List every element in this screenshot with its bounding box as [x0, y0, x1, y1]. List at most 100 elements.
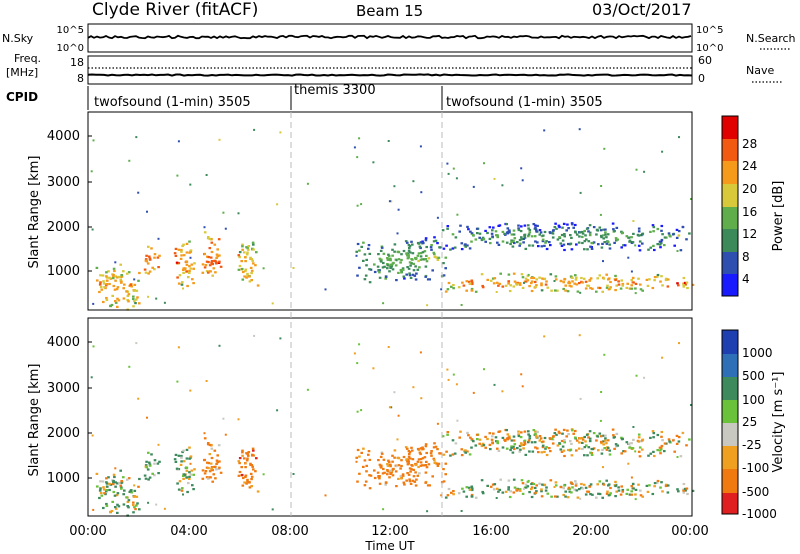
echo-cell	[384, 481, 388, 484]
echo-point	[182, 287, 184, 290]
echo-cell	[501, 230, 505, 233]
echo-cell	[505, 223, 508, 226]
echo-point	[632, 426, 635, 428]
echo-cell	[496, 236, 499, 239]
echo-cell	[623, 244, 627, 247]
echo-cell	[518, 283, 522, 286]
echo-point	[412, 386, 415, 389]
echo-cell	[584, 287, 588, 290]
vel-cbar-tick: 100	[742, 393, 765, 407]
echo-cell	[99, 487, 102, 490]
echo-cell	[584, 234, 587, 237]
echo-cell	[396, 456, 400, 459]
echo-cell	[138, 508, 141, 511]
echo-cell	[356, 480, 359, 483]
echo-cell	[476, 438, 479, 441]
echo-cell	[478, 232, 482, 235]
echo-cell	[416, 447, 420, 451]
echo-cell	[568, 490, 572, 493]
echo-cell	[148, 258, 152, 261]
echo-cell	[632, 232, 635, 235]
echo-cell	[403, 277, 406, 280]
cpid-strip: CPID twofsound (1-min) 3505 themis 3300 …	[6, 83, 603, 110]
echo-point	[501, 390, 504, 393]
echo-cell	[511, 245, 515, 248]
echo-cell	[553, 432, 557, 435]
echo-cell	[210, 456, 214, 460]
echo-point	[203, 226, 206, 229]
power-cbar-tick: 12	[742, 227, 757, 241]
echo-cell	[545, 486, 548, 489]
echo-cell	[355, 250, 358, 253]
echo-cell	[425, 245, 428, 249]
echo-cell	[649, 452, 653, 455]
echo-cell	[523, 235, 526, 238]
echo-point	[436, 216, 439, 219]
echo-cell	[641, 438, 645, 441]
echo-cell	[574, 278, 578, 281]
echo-point	[627, 462, 630, 465]
echo-cell	[203, 231, 207, 234]
echo-cell	[569, 481, 573, 484]
echo-cell	[132, 503, 135, 507]
echo-cell	[520, 444, 523, 447]
echo-cell	[118, 481, 121, 484]
echo-cell	[634, 282, 638, 285]
power-cbar-tick: 4	[742, 272, 750, 286]
echo-cell	[136, 502, 139, 505]
echo-cell	[685, 238, 688, 241]
x-tick: 04:00	[170, 524, 207, 539]
echo-cell	[400, 258, 403, 262]
echo-cell	[648, 278, 651, 281]
echo-cell	[445, 244, 448, 247]
echo-cell	[660, 444, 664, 448]
echo-cell	[614, 278, 617, 282]
echo-cell	[388, 476, 391, 479]
echo-cell	[206, 237, 210, 240]
freq-label: Freq.	[14, 52, 41, 65]
echo-cell	[620, 230, 623, 233]
echo-cell	[412, 468, 415, 471]
echo-cell	[102, 506, 105, 510]
echo-cell	[574, 274, 577, 277]
echo-cell	[183, 474, 187, 477]
echo-cell	[132, 305, 135, 308]
echo-cell	[417, 465, 420, 469]
echo-cell	[467, 280, 471, 283]
echo-cell	[661, 233, 664, 236]
echo-cell	[666, 278, 670, 281]
echo-cell	[436, 464, 440, 467]
echo-cell	[542, 234, 545, 237]
x-tick: 08:00	[271, 524, 308, 539]
echo-point	[578, 334, 581, 337]
echo-cell	[451, 247, 455, 250]
echo-cell	[238, 470, 242, 474]
echo-cell	[243, 275, 246, 278]
echo-cell	[188, 265, 191, 268]
cpid-mode-1: twofsound (1-min) 3505	[94, 95, 251, 110]
echo-cell	[98, 290, 101, 294]
echo-cell	[431, 269, 434, 272]
echo-cell	[413, 480, 417, 483]
echo-cell	[241, 454, 244, 457]
echo-cell	[452, 490, 455, 493]
echo-cell	[208, 247, 212, 250]
echo-cell	[545, 247, 549, 251]
echo-cell	[382, 252, 386, 255]
echo-cell	[528, 450, 531, 453]
echo-cell	[407, 460, 410, 463]
echo-cell	[606, 284, 609, 287]
echo-cell	[129, 283, 132, 286]
echo-cell	[432, 446, 436, 449]
echo-cell	[471, 487, 474, 490]
echo-cell	[416, 460, 420, 463]
echo-cell	[419, 241, 423, 244]
echo-cell	[214, 467, 218, 470]
echo-cell	[470, 287, 474, 291]
echo-cell	[596, 277, 599, 280]
echo-cell	[589, 277, 593, 280]
echo-cell	[188, 240, 191, 243]
echo-cell	[453, 246, 457, 249]
echo-cell	[563, 233, 566, 236]
echo-cell	[109, 304, 112, 307]
